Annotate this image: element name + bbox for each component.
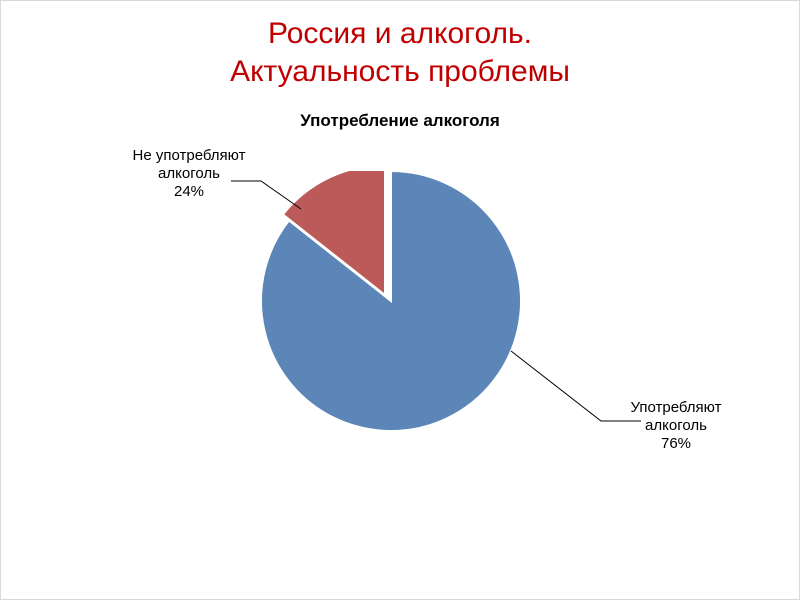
leader-lines [1, 141, 800, 561]
label-not-consume: Не употребляюталкоголь24% [119, 147, 259, 201]
chart-area: Не употребляюталкоголь24% Употребляюталк… [1, 141, 800, 561]
slide: Россия и алкоголь.Актуальность проблемы … [0, 0, 800, 600]
main-title: Россия и алкоголь.Актуальность проблемы [1, 15, 799, 90]
label-consume: Употребляюталкоголь76% [611, 399, 741, 453]
chart-title: Употребление алкоголя [1, 111, 799, 131]
